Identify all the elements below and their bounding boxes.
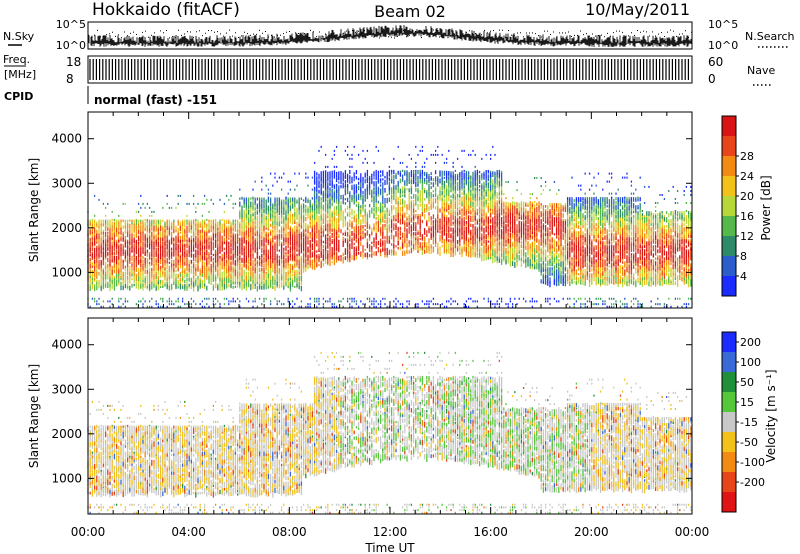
- time-tick-label: 20:00: [574, 525, 609, 539]
- velocity-colorbar-segment: [722, 372, 736, 393]
- velocity-echo-cluster: [340, 351, 591, 514]
- nave-tick-top: 60: [708, 55, 723, 69]
- power-colorbar-label: Power [dB]: [759, 175, 773, 240]
- power-colorbar-tick-label: 4: [740, 270, 747, 283]
- power-colorbar-segment: [722, 216, 736, 237]
- velocity-y-tick-label: 1000: [51, 471, 82, 485]
- freq-tick-top: 18: [66, 55, 81, 69]
- nsky-tick-top: 10^5: [56, 18, 86, 31]
- velocity-colorbar-label: Velocity [m s⁻¹]: [764, 369, 778, 462]
- power-colorbar-segment: [722, 116, 736, 137]
- velocity-colorbar-segment: [722, 392, 736, 413]
- power-y-tick-label: 1000: [51, 265, 82, 279]
- power-colorbar-segment: [722, 256, 736, 277]
- power-y-label: Slant Range [km]: [27, 158, 41, 262]
- power-colorbar-tick-label: 20: [740, 190, 754, 203]
- power-colorbar: 4 8 12 16 20 24 28: [721, 115, 754, 297]
- freq-series: [89, 59, 689, 80]
- velocity-colorbar-segment: [722, 352, 736, 373]
- nave-tick-bottom: 0: [708, 72, 716, 86]
- time-tick-label: 00:00: [71, 525, 106, 539]
- freq-label: Freq.: [3, 53, 30, 66]
- nsky-tick-bottom: 10^0: [56, 39, 86, 52]
- power-colorbar-segment: [722, 236, 736, 257]
- power-y-tick-label: 2000: [51, 221, 82, 235]
- nave-label: Nave: [747, 64, 775, 77]
- power-colorbar-segment: [722, 196, 736, 217]
- power-colorbar-tick-label: 12: [740, 230, 754, 243]
- velocity-y-tick-label: 2000: [51, 427, 82, 441]
- velocity-colorbar-tick-label: -15: [740, 416, 758, 429]
- time-axis: 00:00 04:00 08:00 12:00 16:00 20:00 00:00: [71, 112, 710, 539]
- power-colorbar-tick-label: 24: [740, 170, 754, 183]
- freq-panel: [87, 55, 693, 84]
- nsky-trace: [87, 25, 692, 47]
- velocity-colorbar-tick-label: 15: [740, 396, 754, 409]
- power-colorbar-segment: [722, 176, 736, 197]
- nsearch-series: [88, 29, 692, 39]
- velocity-colorbar-segment: [722, 472, 736, 493]
- velocity-colorbar-segment: [722, 492, 736, 513]
- time-tick-label: 12:00: [373, 525, 408, 539]
- power-echo-cluster: [96, 145, 692, 308]
- time-tick-label: 16:00: [473, 525, 508, 539]
- nsearch-tick-top: 10^5: [708, 18, 738, 31]
- velocity-colorbar-tick-label: -100: [740, 456, 765, 469]
- power-y-axis: 1000 2000 3000 4000: [51, 132, 692, 279]
- power-y-tick-label: 4000: [51, 132, 82, 146]
- date-label: 10/May/2011: [585, 0, 690, 19]
- nsearch-label: N.Search: [745, 30, 795, 43]
- time-tick-label: 08:00: [272, 525, 307, 539]
- power-colorbar-tick-label: 28: [740, 150, 754, 163]
- velocity-y-axis: 1000 2000 3000 4000: [51, 338, 692, 485]
- velocity-y-label: Slant Range [km]: [27, 364, 41, 468]
- power-y-tick-label: 3000: [51, 176, 82, 190]
- velocity-heatmap: [87, 351, 692, 514]
- velocity-colorbar-tick-label: -50: [740, 436, 758, 449]
- velocity-colorbar-segment: [722, 432, 736, 453]
- velocity-colorbar: 200 100 50 15 -15 -50 -100 -200: [721, 331, 765, 513]
- time-axis-label: Time UT: [364, 541, 415, 554]
- nsearch-tick-bottom: 10^0: [708, 39, 738, 52]
- nsky-label: N.Sky: [3, 30, 35, 43]
- velocity-y-tick-label: 4000: [51, 338, 82, 352]
- radar-title: Hokkaido (fitACF): [92, 0, 240, 20]
- power-colorbar-frame: [721, 115, 737, 297]
- beam-label: Beam 02: [374, 2, 446, 21]
- freq-tick-bottom: 8: [66, 72, 74, 86]
- cpid-text: normal (fast) -151: [94, 93, 217, 107]
- velocity-colorbar-tick-label: -200: [740, 476, 765, 489]
- velocity-colorbar-segment: [722, 412, 736, 433]
- velocity-y-tick-label: 3000: [51, 382, 82, 396]
- velocity-colorbar-segment: [722, 332, 736, 353]
- velocity-colorbar-tick-label: 50: [740, 376, 754, 389]
- power-heatmap: [87, 145, 692, 308]
- power-colorbar-segment: [722, 276, 736, 297]
- power-colorbar-tick-label: 16: [740, 210, 754, 223]
- power-colorbar-segment: [722, 136, 736, 157]
- power-colorbar-segment: [722, 156, 736, 177]
- velocity-colorbar-tick-label: 100: [740, 356, 761, 369]
- nsky-series: [87, 25, 692, 47]
- freq-trace: [89, 59, 689, 80]
- velocity-colorbar-tick-label: 200: [740, 336, 761, 349]
- velocity-colorbar-segment: [722, 452, 736, 473]
- time-tick-label: 00:00: [675, 525, 710, 539]
- power-colorbar-tick-label: 8: [740, 250, 747, 263]
- time-tick-label: 04:00: [171, 525, 206, 539]
- freq-unit: [MHz]: [4, 68, 36, 81]
- cpid-label: CPID: [4, 90, 33, 103]
